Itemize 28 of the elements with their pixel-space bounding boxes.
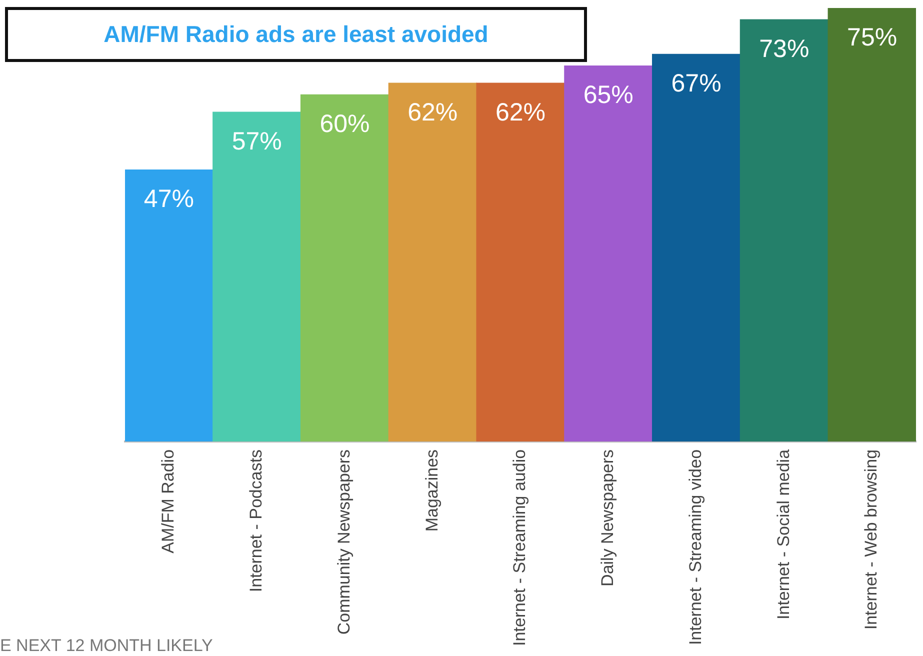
data-label: 67% — [671, 70, 722, 98]
x-tick-label: Daily Newspapers — [598, 449, 618, 586]
x-tick-label: Internet - Social media — [774, 448, 793, 620]
bar — [652, 54, 741, 442]
bar — [564, 65, 653, 442]
x-tick-label: Internet - Web browsing — [862, 449, 881, 630]
bar — [125, 169, 214, 442]
bar — [476, 82, 565, 442]
data-label: 57% — [232, 127, 282, 156]
data-label: 47% — [144, 185, 194, 214]
x-tick-label: Internet - Podcasts — [246, 449, 266, 592]
x-tick-label: Community Newspapers — [334, 449, 354, 635]
data-label: 75% — [847, 23, 898, 52]
data-label: 62% — [495, 98, 546, 127]
x-tick-label: Magazines — [422, 449, 442, 532]
x-tick-label: Internet - Streaming video — [686, 449, 705, 646]
text: E NEXT 12 MONTH LIKELY — [0, 636, 213, 656]
bar — [300, 94, 389, 442]
bar — [212, 112, 302, 442]
bar — [388, 82, 477, 442]
data-label: 60% — [320, 110, 370, 138]
data-label: 62% — [408, 98, 458, 127]
x-tick-label: AM/FM Radio — [158, 449, 178, 554]
data-label: 73% — [759, 34, 810, 63]
x-tick-label: Internet - Streaming audio — [510, 449, 530, 646]
data-label: 65% — [583, 81, 634, 110]
bar — [740, 19, 828, 442]
bar — [828, 8, 916, 442]
